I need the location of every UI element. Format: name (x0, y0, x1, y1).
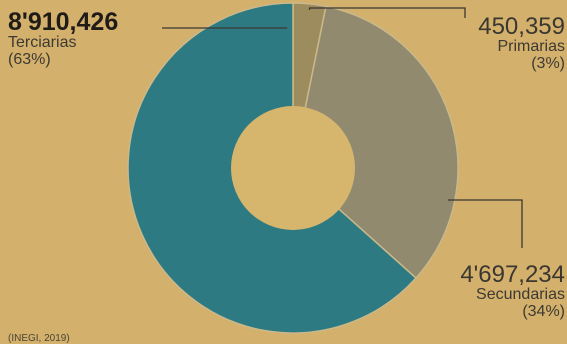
slice-value-secundarias: 4'697,234 (460, 261, 565, 288)
slice-label-terciarias: 8'910,426 Terciarias (63%) (8, 9, 118, 69)
slice-percent-primarias: (3%) (531, 54, 565, 72)
source-footnote: (INEGI, 2019) (8, 333, 70, 344)
leader-lines (162, 7, 523, 248)
slice-value-primarias: 450,359 (478, 13, 565, 40)
donut-hole (231, 106, 355, 230)
slice-name-terciarias: Terciarias (8, 34, 77, 52)
slice-percent-secundarias: (34%) (522, 302, 565, 320)
slice-name-secundarias: Secundarias (476, 286, 565, 304)
leader-line-primarias (308, 7, 466, 18)
slice-label-secundarias: 4'697,234 Secundarias (34%) (460, 262, 565, 321)
slice-label-primarias: 450,359 Primarias (3%) (478, 14, 565, 73)
slice-value-terciarias: 8'910,426 (8, 8, 119, 36)
leader-line-secundarias (447, 199, 523, 248)
slice-name-primarias: Primarias (497, 38, 565, 56)
slice-percent-terciarias: (63%) (8, 51, 51, 69)
slice-secundarias (292, 5, 459, 280)
